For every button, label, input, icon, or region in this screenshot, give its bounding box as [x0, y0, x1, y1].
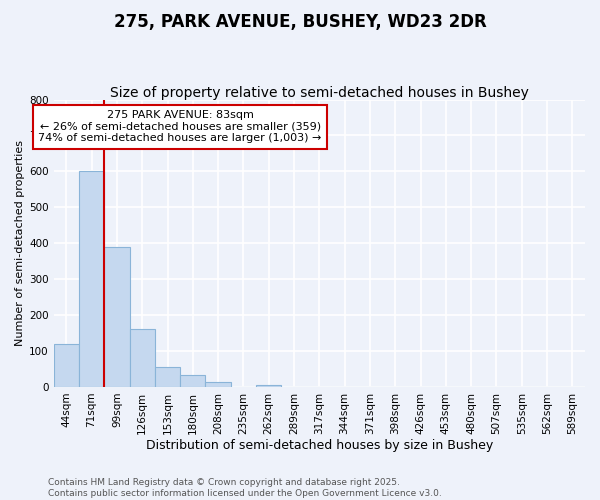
Bar [155, 367, 180, 387]
Bar [53, 344, 79, 387]
Text: 275 PARK AVENUE: 83sqm
← 26% of semi-detached houses are smaller (359)
74% of se: 275 PARK AVENUE: 83sqm ← 26% of semi-det… [38, 110, 322, 144]
Text: Contains HM Land Registry data © Crown copyright and database right 2025.
Contai: Contains HM Land Registry data © Crown c… [48, 478, 442, 498]
Bar [180, 375, 205, 387]
Bar [130, 330, 155, 387]
Bar [79, 172, 104, 387]
Title: Size of property relative to semi-detached houses in Bushey: Size of property relative to semi-detach… [110, 86, 529, 100]
Bar [205, 382, 231, 387]
Bar [104, 247, 130, 387]
Text: 275, PARK AVENUE, BUSHEY, WD23 2DR: 275, PARK AVENUE, BUSHEY, WD23 2DR [113, 12, 487, 30]
Y-axis label: Number of semi-detached properties: Number of semi-detached properties [15, 140, 25, 346]
X-axis label: Distribution of semi-detached houses by size in Bushey: Distribution of semi-detached houses by … [146, 440, 493, 452]
Bar [256, 385, 281, 387]
